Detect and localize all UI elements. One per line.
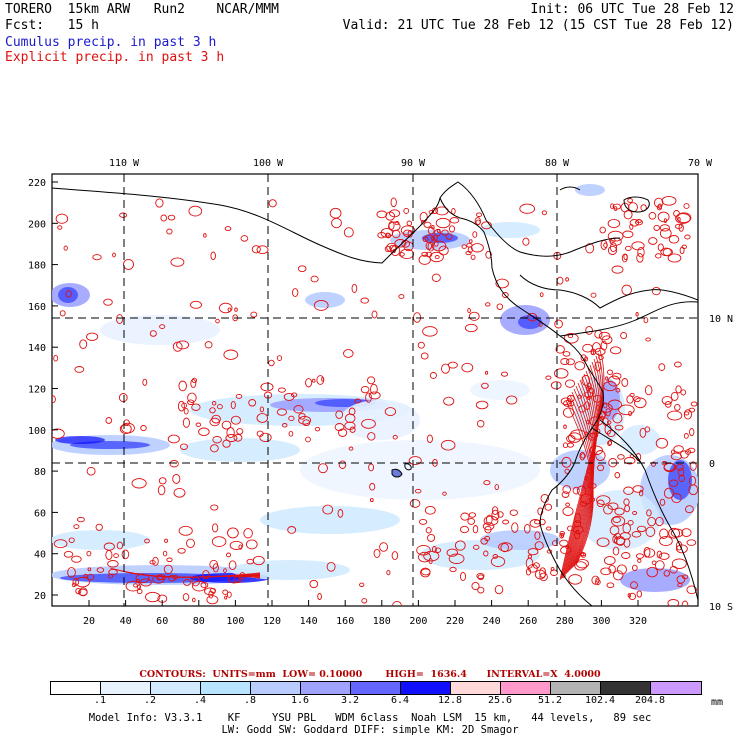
color-bar-label: 25.6 bbox=[487, 695, 513, 706]
color-bar-swatch bbox=[451, 682, 501, 694]
x-tick-label: 80 bbox=[193, 616, 205, 627]
coastline bbox=[52, 181, 698, 606]
color-bar-swatch bbox=[601, 682, 651, 694]
color-bar-label: .1 bbox=[93, 695, 107, 706]
color-bar-swatch bbox=[651, 682, 701, 694]
color-bar-label: 102.4 bbox=[584, 695, 616, 706]
y-tick-label: 40 bbox=[34, 550, 46, 561]
y-tick-label: 160 bbox=[28, 302, 46, 313]
color-bar-unit: mm bbox=[711, 697, 724, 708]
color-bar-label: 3.2 bbox=[340, 695, 360, 706]
lat-label-0: 0 bbox=[709, 459, 715, 470]
x-tick-label: 120 bbox=[263, 616, 281, 627]
color-bar-label: 1.6 bbox=[290, 695, 310, 706]
latlon-grid bbox=[52, 174, 698, 606]
color-bar-swatch bbox=[551, 682, 601, 694]
color-bar-labels: .1 .2 .4 .8 1.6 3.2 6.4 12.8 25.6 51.2 102.4 204.8 bbox=[50, 695, 704, 707]
lat-label-10n: 10 N bbox=[709, 314, 733, 325]
contour-info: CONTOURS: UNITS=mm LOW= 0.10000 HIGH= 16… bbox=[139, 669, 601, 680]
x-tick-label: 220 bbox=[446, 616, 464, 627]
color-bar-label: 12.8 bbox=[437, 695, 463, 706]
color-bar-swatch bbox=[51, 682, 101, 694]
color-bar-label: 51.2 bbox=[537, 695, 563, 706]
color-bar-swatch bbox=[351, 682, 401, 694]
color-bar-swatch bbox=[251, 682, 301, 694]
color-bar-swatch bbox=[501, 682, 551, 694]
x-tick-label: 100 bbox=[226, 616, 244, 627]
y-tick-label: 100 bbox=[28, 426, 46, 437]
lat-label-10s: 10 S bbox=[709, 602, 733, 613]
x-tick-label: 300 bbox=[592, 616, 610, 627]
color-bar-swatch bbox=[201, 682, 251, 694]
color-bar-swatch bbox=[401, 682, 451, 694]
color-bar-label: .2 bbox=[143, 695, 157, 706]
cumulus-precip-shading bbox=[52, 184, 698, 592]
x-tick-label: 280 bbox=[556, 616, 574, 627]
color-bar-swatch bbox=[301, 682, 351, 694]
footer-physics-info: LW: Godd SW: Goddard DIFF: simple KM: 2D… bbox=[221, 724, 519, 736]
x-tick-label: 20 bbox=[83, 616, 95, 627]
explicit-precip-contours bbox=[52, 195, 698, 606]
x-tick-label: 40 bbox=[120, 616, 132, 627]
color-bar-label: 204.8 bbox=[634, 695, 666, 706]
color-bar-label: 6.4 bbox=[390, 695, 410, 706]
legend-explicit-precip: Explicit precip. in past 3 h bbox=[5, 50, 225, 65]
x-axis: 20 40 60 80 100 120 140 160 180 200 220 240 260 280 30… bbox=[83, 600, 647, 627]
color-bar bbox=[50, 681, 702, 695]
x-tick-label: 200 bbox=[409, 616, 427, 627]
y-tick-label: 80 bbox=[34, 467, 46, 478]
header-line1-left: TORERO 15km ARW Run2 NCAR/MMM bbox=[5, 2, 279, 17]
header-valid-time: Valid: 21 UTC Tue 28 Feb 12 (15 CST Tue … bbox=[342, 18, 734, 33]
lon-label-70w: 70 W bbox=[688, 158, 713, 169]
y-tick-label: 20 bbox=[34, 591, 46, 602]
color-bar-label: .8 bbox=[243, 695, 257, 706]
lon-label-90w: 90 W bbox=[401, 158, 426, 169]
color-bar-swatch bbox=[101, 682, 151, 694]
y-tick-label: 220 bbox=[28, 178, 46, 189]
y-tick-label: 200 bbox=[28, 219, 46, 230]
color-bar-label: .4 bbox=[193, 695, 207, 706]
legend-cumulus-precip: Cumulus precip. in past 3 h bbox=[5, 35, 217, 50]
x-tick-label: 240 bbox=[483, 616, 501, 627]
x-tick-label: 180 bbox=[373, 616, 391, 627]
x-tick-label: 320 bbox=[629, 616, 647, 627]
y-tick-label: 60 bbox=[34, 508, 46, 519]
footer-model-info: Model Info: V3.3.1 KF YSU PBL WDM 6class… bbox=[88, 712, 652, 724]
lon-label-100w: 100 W bbox=[253, 158, 284, 169]
y-axis: 220 200 180 160 140 120 100 80 60 40 20 bbox=[28, 178, 58, 602]
lon-label-110w: 110 W bbox=[109, 158, 140, 169]
color-bar-swatch bbox=[151, 682, 201, 694]
y-tick-label: 120 bbox=[28, 385, 46, 396]
y-tick-label: 180 bbox=[28, 261, 46, 272]
x-tick-label: 260 bbox=[519, 616, 537, 627]
header-init-time: Init: 06 UTC Tue 28 Feb 12 bbox=[530, 2, 735, 17]
y-tick-label: 140 bbox=[28, 343, 46, 354]
lon-label-80w: 80 W bbox=[545, 158, 570, 169]
header-forecast-hour: Fcst: 15 h bbox=[5, 18, 99, 33]
x-tick-label: 160 bbox=[336, 616, 354, 627]
x-tick-label: 140 bbox=[300, 616, 318, 627]
x-tick-label: 60 bbox=[156, 616, 168, 627]
